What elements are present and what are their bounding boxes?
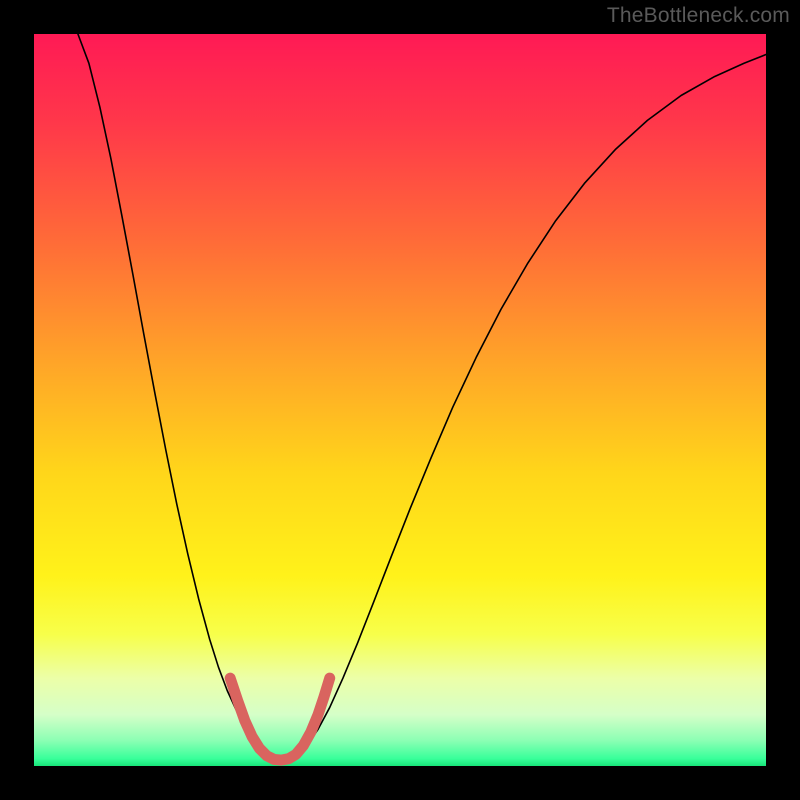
- bottleneck-curve: [78, 34, 766, 759]
- plot-area: [34, 34, 766, 766]
- plot-curves: [34, 34, 766, 766]
- watermark-text: TheBottleneck.com: [607, 4, 790, 28]
- highlight-segment: [230, 678, 330, 760]
